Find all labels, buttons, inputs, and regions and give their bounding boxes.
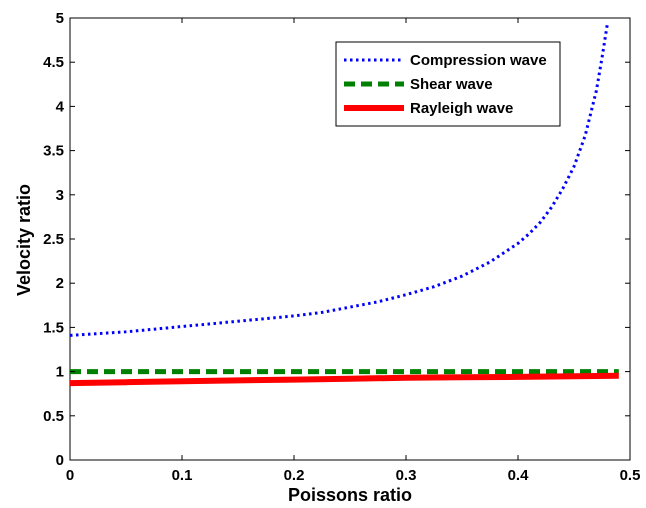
x-axis-ticks: 0 0.1 0.2 0.3 0.4 0.5 — [66, 18, 641, 484]
y-tick-label: 0 — [56, 452, 64, 469]
y-tick-label: 4 — [56, 98, 65, 115]
x-axis-label: Poissons ratio — [288, 485, 412, 505]
y-tick-label: 1 — [56, 364, 64, 381]
y-tick-label: 2.5 — [43, 231, 64, 248]
x-tick-label: 0.2 — [284, 467, 305, 484]
y-tick-label: 2 — [56, 275, 64, 292]
y-tick-label: 3.5 — [43, 143, 64, 160]
y-tick-label: 4.5 — [43, 54, 64, 71]
y-tick-label: 3 — [56, 187, 64, 204]
x-tick-label: 0 — [66, 467, 74, 484]
legend-label: Rayleigh wave — [410, 100, 513, 117]
x-tick-label: 0.1 — [172, 467, 193, 484]
x-tick-label: 0.3 — [396, 467, 417, 484]
legend-label: Shear wave — [410, 76, 493, 93]
legend-box — [335, 41, 561, 127]
legend-label: Compression wave — [410, 52, 547, 69]
x-tick-label: 0.4 — [508, 467, 530, 484]
x-tick-label: 0.5 — [620, 467, 641, 484]
y-axis-ticks: 0 0.5 1 1.5 2 2.5 3 3.5 4 4.5 5 — [43, 10, 630, 469]
y-tick-label: 0.5 — [43, 408, 64, 425]
series-line-rayleigh-wave — [69, 372, 619, 387]
y-tick-label: 1.5 — [43, 319, 64, 336]
y-tick-label: 5 — [56, 10, 64, 27]
legend: Compression wave Shear wave Rayleigh wave — [335, 41, 561, 127]
y-axis-label: Velocity ratio — [14, 184, 34, 296]
